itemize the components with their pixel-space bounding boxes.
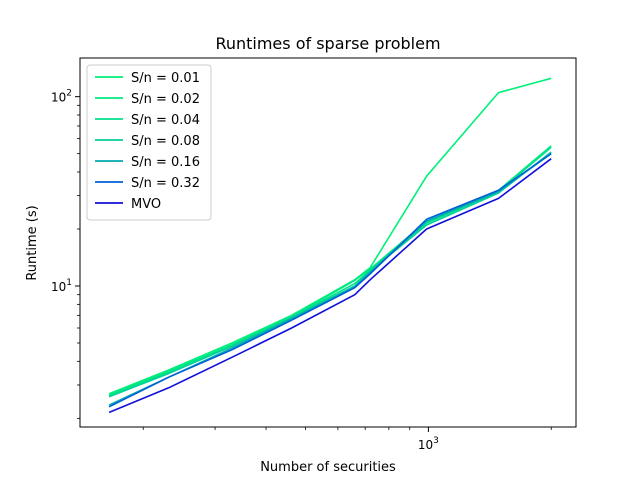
x-axis-label: Number of securities — [260, 460, 396, 475]
y-tick-label: 102 — [51, 89, 72, 105]
x-tick-label: 103 — [418, 436, 439, 452]
y-axis-label: Runtime (s) — [25, 205, 40, 280]
series-line-6 — [108, 152, 552, 408]
chart-title: Runtimes of sparse problem — [215, 34, 440, 53]
legend: S/n = 0.01 S/n = 0.02 S/n = 0.04 S/n = 0.08… — [86, 64, 212, 221]
plot-frame — [79, 57, 577, 428]
legend-label: MVO — [131, 197, 161, 212]
legend-label: S/n = 0.32 — [131, 176, 200, 191]
axis-ticks: 103 101 102 — [51, 89, 552, 452]
legend-label: S/n = 0.16 — [131, 155, 200, 170]
legend-label: S/n = 0.01 — [131, 71, 200, 86]
series-lines — [108, 77, 552, 414]
legend-label: S/n = 0.02 — [131, 92, 200, 107]
legend-label: S/n = 0.04 — [131, 113, 200, 128]
series-line-7 — [108, 158, 552, 414]
legend-label: S/n = 0.08 — [131, 134, 200, 149]
y-tick-label: 101 — [51, 278, 72, 294]
